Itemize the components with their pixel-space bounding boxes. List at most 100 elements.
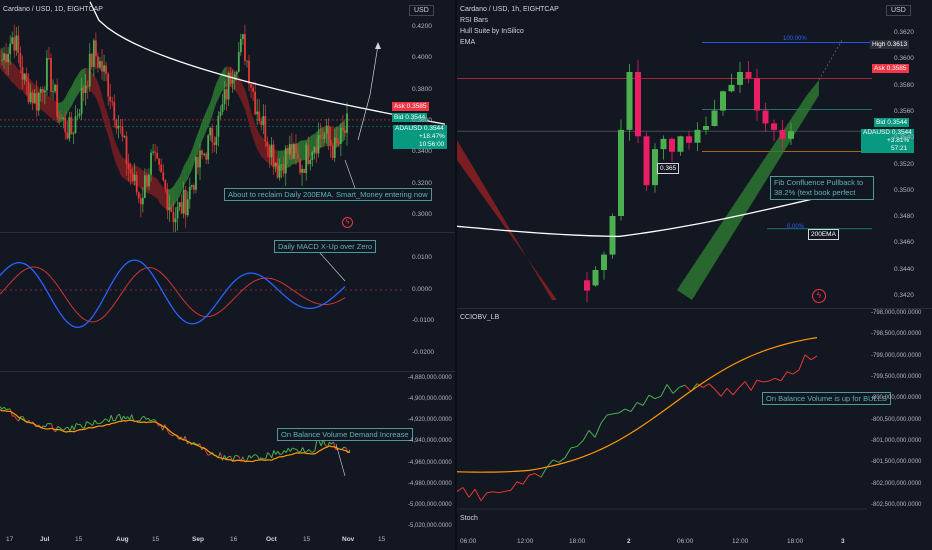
- candle-body: [244, 34, 246, 61]
- hull-band-segment: [185, 159, 188, 183]
- right-time-tick-0: 06:00: [460, 538, 477, 545]
- obv-segment: [253, 454, 256, 457]
- obv-segment: [170, 434, 174, 436]
- right-time-axis[interactable]: 06:00 12:00 18:00 2 06:00 12:00 18:00 3: [457, 534, 932, 550]
- candle-body: [609, 216, 616, 255]
- hull-band-segment: [202, 116, 205, 141]
- right-obv-pane[interactable]: CCIOBV_LB On Balance Volume is up for BU…: [457, 309, 932, 534]
- obv-segment: [333, 441, 337, 450]
- obv-segment: [94, 419, 98, 424]
- candle-body: [156, 152, 159, 159]
- left-pane-divider-1[interactable]: [0, 232, 455, 233]
- chart-splitter[interactable]: [455, 0, 457, 550]
- right-annotation-obv[interactable]: On Balance Volume is up for BULLS: [762, 392, 891, 405]
- candle-body: [164, 180, 167, 189]
- candle-body: [333, 137, 336, 158]
- candle-body: [150, 152, 152, 175]
- obv-segment: [166, 428, 170, 434]
- obv-segment: [570, 446, 578, 449]
- right-indicator-ema[interactable]: EMA: [460, 39, 476, 46]
- lightning-icon[interactable]: ϟ: [812, 289, 826, 303]
- left-annotation-macd[interactable]: Daily MACD X-Up over Zero: [274, 240, 377, 253]
- obv-segment: [108, 415, 112, 423]
- obv-segment: [57, 425, 60, 429]
- left-obv-tick-0: -4,880,000.0000: [408, 375, 452, 381]
- left-obv-pane[interactable]: On Balance Volume Demand Increase -4,880…: [0, 372, 455, 532]
- obv-segment: [114, 415, 118, 421]
- obv-segment: [121, 415, 124, 421]
- right-header: Cardano / USD, 1h, EIGHTCAP: [460, 6, 559, 13]
- obv-segment: [228, 455, 231, 458]
- hull-band-segment: [200, 120, 203, 148]
- ema-200-line: [89, 1, 446, 125]
- left-annotation-main[interactable]: About to reclaim Daily 200EMA. Smart_Mon…: [224, 188, 432, 201]
- hull-band-segment: [108, 116, 111, 144]
- right-obv-tick-5: -800,500,000.0000: [871, 416, 922, 423]
- right-obv-title[interactable]: CCIOBV_LB: [460, 314, 500, 321]
- right-price-chart[interactable]: [457, 0, 932, 308]
- hull-band-segment: [67, 89, 70, 113]
- right-time-tick-3: 2: [627, 538, 631, 545]
- left-obv-chart[interactable]: [0, 372, 455, 532]
- candle-body: [192, 185, 195, 190]
- obv-segment: [552, 459, 560, 463]
- arrow-head: [375, 42, 381, 49]
- obv-segment: [702, 383, 710, 388]
- obv-segment: [147, 417, 151, 422]
- obv-segment: [59, 427, 63, 430]
- hull-band-segment: [122, 157, 125, 179]
- candle-body: [207, 135, 210, 160]
- candle-body: [43, 90, 46, 93]
- candle-body: [346, 113, 348, 133]
- hull-band-segment: [81, 68, 84, 90]
- obv-segment: [660, 384, 668, 397]
- candle-body: [162, 172, 165, 181]
- candle-body: [584, 280, 590, 291]
- left-macd-chart[interactable]: [0, 233, 455, 371]
- rectangle-box-label[interactable]: 0.365: [657, 163, 680, 174]
- hull-band-segment: [12, 62, 15, 85]
- obv-segment: [141, 415, 145, 418]
- left-annotation-obv[interactable]: On Balance Volume Demand Increase: [277, 428, 413, 441]
- obv-segment: [296, 449, 299, 453]
- candle-body: [139, 198, 142, 205]
- candle-body: [335, 137, 338, 144]
- right-indicator-hull[interactable]: Hull Suite by InSilico: [460, 28, 524, 35]
- right-obv-chart[interactable]: [457, 309, 932, 534]
- stoch-label[interactable]: Stoch: [460, 515, 478, 522]
- candle-body: [103, 65, 105, 72]
- obv-segment: [230, 456, 234, 463]
- right-indicator-rsi[interactable]: RSI Bars: [460, 17, 489, 24]
- hull-band-segment: [302, 140, 305, 161]
- candle-body: [209, 127, 212, 136]
- left-price-pane[interactable]: Cardano / USD, 1D, EIGHTCAP USD Ask 0.35…: [0, 0, 455, 232]
- left-time-axis[interactable]: 17 Jul 15 Aug 15 Sep 16 Oct 15 Nov 15: [0, 532, 455, 550]
- right-obv-tick-7: -801,500,000.0000: [871, 459, 922, 466]
- candle-body: [107, 73, 110, 97]
- ema-200-label[interactable]: 200EMA: [808, 229, 839, 240]
- left-price-chart[interactable]: [0, 0, 455, 232]
- right-currency[interactable]: USD: [886, 5, 911, 16]
- candle-body: [331, 145, 334, 158]
- obv-segment: [624, 408, 632, 413]
- obv-segment: [86, 421, 89, 424]
- left-macd-pane[interactable]: Daily MACD X-Up over Zero 0.0100 0.0000 -0…: [0, 233, 455, 371]
- obv-segment: [61, 428, 65, 431]
- left-currency[interactable]: USD: [409, 5, 434, 16]
- candle-body: [329, 139, 332, 146]
- obv-segment: [292, 447, 295, 450]
- lightning-icon[interactable]: ϟ: [342, 217, 353, 228]
- left-obv-tick-6: -5,000,000.0000: [408, 501, 452, 508]
- right-annotation-fib[interactable]: Fib Confluence Pullback to 38.2% (text b…: [770, 176, 874, 200]
- right-price-pane[interactable]: Cardano / USD, 1h, EIGHTCAP RSI Bars Hul…: [457, 0, 932, 308]
- obv-segment: [100, 421, 104, 424]
- right-price-tick-10: 0.3420: [894, 292, 914, 299]
- right-pane-divider[interactable]: [457, 308, 932, 309]
- left-pane-divider-2[interactable]: [0, 371, 455, 372]
- hull-band-segment: [71, 82, 74, 107]
- hull-band-segment: [124, 158, 127, 181]
- left-time-tick-3: Aug: [116, 536, 129, 543]
- obv-segment: [648, 394, 656, 400]
- candle-body: [182, 189, 185, 214]
- right-obv-tick-4: -800,000,000.0000: [871, 395, 922, 402]
